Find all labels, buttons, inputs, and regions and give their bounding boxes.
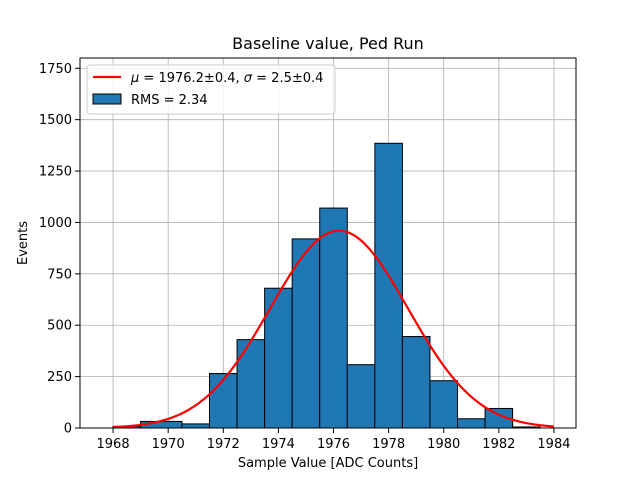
legend-histogram-label: RMS = 2.34 [131, 93, 208, 108]
histogram-bar [401, 336, 431, 429]
x-tick-label: 1980 [427, 437, 460, 452]
histogram-bar [236, 339, 266, 429]
histogram-bar [429, 380, 459, 429]
histogram-bar [209, 373, 238, 429]
chart-title: Baseline value, Ped Run [232, 34, 424, 53]
x-tick-label: 1984 [537, 437, 570, 452]
legend-fit-sigma-value: = 2.5±0.4 [252, 71, 323, 86]
y-tick-label: 750 [47, 267, 72, 282]
histogram-bar [346, 364, 376, 429]
x-tick-label: 1982 [482, 437, 515, 452]
legend: μ = 1976.2±0.4, σ = 2.5±0.4 RMS = 2.34 [86, 64, 336, 115]
legend-fit-label: μ = 1976.2±0.4, σ = 2.5±0.4 [130, 71, 323, 86]
y-tick-label: 250 [47, 370, 72, 385]
histogram-bar [374, 142, 403, 429]
legend-box [86, 64, 336, 115]
x-tick-label: 1976 [317, 437, 350, 452]
y-tick-label: 0 [64, 422, 72, 437]
y-tick-label: 1750 [39, 62, 72, 77]
histogram-bar [457, 418, 486, 429]
x-axis-title: Sample Value [ADC Counts] [238, 456, 418, 471]
y-tick-label: 500 [47, 319, 72, 334]
legend-histogram-swatch [92, 93, 122, 105]
plot-frame [79, 57, 577, 429]
legend-fit-mu-value: = 1976.2±0.4, [139, 71, 243, 86]
histogram-bar [319, 207, 348, 429]
x-tick-label: 1974 [262, 437, 295, 452]
y-tick-label: 1250 [39, 165, 72, 180]
x-tick-label: 1978 [372, 437, 405, 452]
legend-fit-sigma-symbol: σ [244, 71, 253, 86]
y-tick-label: 1500 [39, 113, 72, 128]
legend-fit-mu-symbol: μ [130, 71, 139, 86]
fit-curve [113, 229, 555, 429]
histogram-bar [181, 423, 211, 429]
y-axis-title: Events [16, 221, 31, 265]
histogram-bar [291, 238, 321, 429]
x-axis-ticks: 1968 1970 1972 1974 1976 1978 1980 1982 1984 [97, 428, 571, 452]
y-axis-ticks: 0 250 500 750 1000 1250 1500 1750 [39, 62, 80, 437]
x-tick-label: 1972 [207, 437, 240, 452]
y-tick-label: 1000 [39, 216, 72, 231]
x-tick-label: 1970 [152, 437, 185, 452]
x-tick-label: 1968 [97, 437, 130, 452]
